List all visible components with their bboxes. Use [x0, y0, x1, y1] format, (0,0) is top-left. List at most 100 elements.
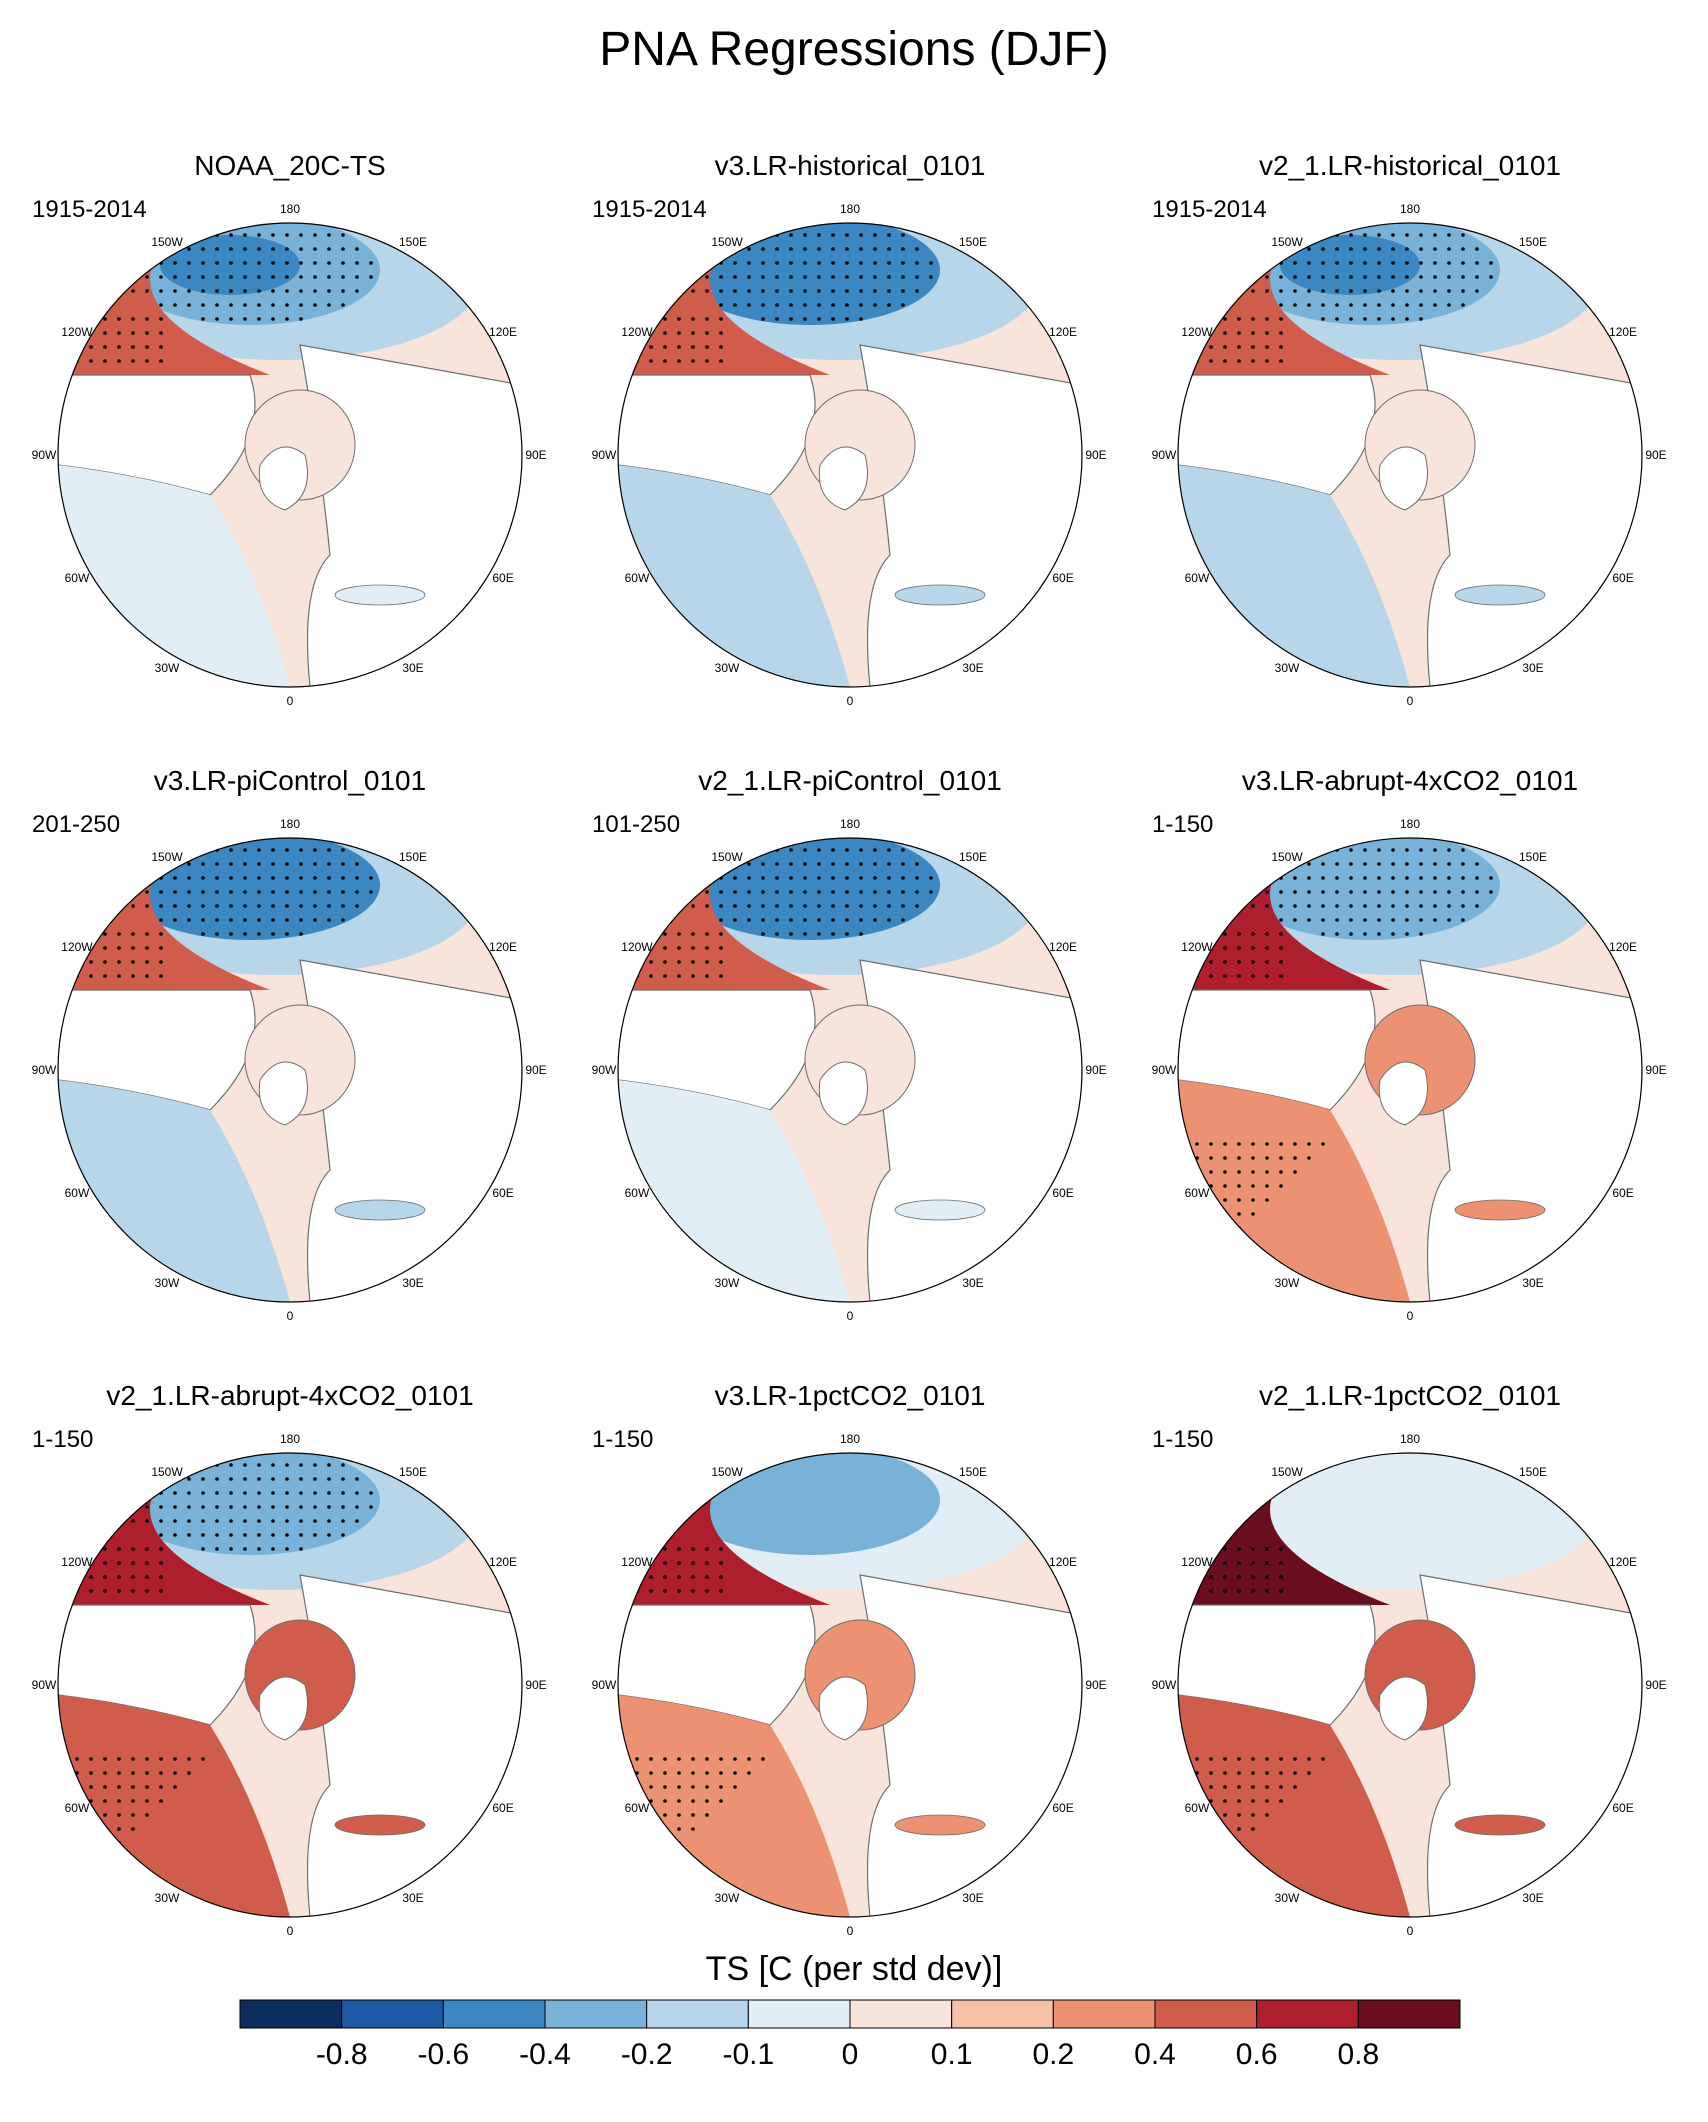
longitude-label: 90W [32, 1063, 57, 1077]
longitude-label: 150E [399, 850, 427, 864]
north-pacific-core [160, 1465, 300, 1525]
longitude-label: 0 [1407, 1309, 1414, 1323]
polar-map: 180 150W 150E 120W 120E 90W 90E 60W 60E 30W 30E 0 [1152, 202, 1667, 708]
colorbar-swatch [951, 1999, 1054, 2029]
longitude-label: 120E [489, 325, 517, 339]
longitude-label: 150W [711, 1465, 743, 1479]
longitude-label: 60W [625, 571, 650, 585]
map-boundary [57, 222, 523, 688]
longitude-label: 90E [1085, 1678, 1106, 1692]
colorbar-swatch [442, 1999, 546, 2029]
longitude-label: 0 [287, 694, 294, 708]
longitude-label: 180 [1400, 817, 1420, 831]
longitude-label: 90E [1645, 448, 1666, 462]
longitude-label: 90E [525, 1063, 546, 1077]
greenland-land [258, 1676, 308, 1741]
mediterranean [894, 1814, 986, 1836]
panel-years: 1915-2014 [1152, 196, 1267, 223]
longitude-label: 90W [32, 1678, 57, 1692]
longitude-label: 120W [1181, 1555, 1213, 1569]
longitude-label: 120W [61, 325, 93, 339]
panel-years: 201-250 [32, 811, 121, 838]
longitude-label: 30W [715, 1276, 740, 1290]
longitude-label: 0 [847, 1924, 854, 1938]
mediterranean [1454, 584, 1546, 606]
north-pacific-core [1280, 235, 1420, 295]
mediterranean [334, 1199, 426, 1221]
longitude-label: 30W [715, 1891, 740, 1905]
north-pacific-core [720, 1465, 860, 1525]
colorbar-title: TS [C (per std dev)] [705, 1950, 1003, 1988]
colorbar-swatch [747, 1999, 851, 2029]
longitude-label: 90E [1645, 1063, 1666, 1077]
polar-map: 180 150W 150E 120W 120E 90W 90E 60W 60E 30W 30E 0 [1152, 817, 1667, 1323]
longitude-label: 150W [1271, 850, 1303, 864]
longitude-label: 150E [399, 235, 427, 249]
longitude-label: 30W [715, 661, 740, 675]
longitude-label: 90E [525, 1678, 546, 1692]
map-boundary [1177, 837, 1643, 1303]
longitude-label: 120E [1049, 1555, 1077, 1569]
colorbar-tick-label: 0.8 [1337, 2038, 1379, 2071]
longitude-label: 120E [489, 940, 517, 954]
longitude-label: 180 [280, 1432, 300, 1446]
eurasia-land [859, 959, 1082, 1302]
greenland-land [1378, 446, 1428, 511]
panel-title: v3.LR-1pctCO2_0101 [714, 1380, 986, 1411]
map-panel: NOAA_20C-TS 1915-2014 180 150W 150E 120W 120E 9… [30, 150, 550, 720]
longitude-label: 0 [1407, 694, 1414, 708]
map-panel: v3.LR-historical_0101 1915-2014 180 150W 150… [590, 150, 1110, 720]
colorbar-tick-label: -0.8 [316, 2038, 368, 2071]
longitude-label: 30E [402, 661, 423, 675]
longitude-label: 150E [959, 850, 987, 864]
longitude-label: 180 [840, 817, 860, 831]
map-boundary [617, 1452, 1083, 1918]
longitude-label: 120W [1181, 940, 1213, 954]
colorbar-swatch [1052, 1999, 1156, 2029]
eurasia-land [1419, 1574, 1642, 1917]
colorbar-swatch [341, 1999, 444, 2029]
mediterranean [894, 1199, 986, 1221]
map-boundary [1177, 222, 1643, 688]
longitude-label: 180 [840, 1432, 860, 1446]
eurasia-land [1419, 344, 1642, 687]
north-pacific-core [720, 235, 860, 295]
longitude-label: 120E [489, 1555, 517, 1569]
longitude-label: 30E [962, 661, 983, 675]
longitude-label: 150W [151, 235, 183, 249]
longitude-label: 30E [402, 1276, 423, 1290]
longitude-label: 30E [1522, 661, 1543, 675]
panel-title: v2_1.LR-piControl_0101 [698, 765, 1002, 796]
map-panel: v2_1.LR-1pctCO2_0101 1-150 180 150W 150E 120W… [1150, 1380, 1670, 1950]
longitude-label: 150E [959, 235, 987, 249]
mediterranean [1454, 1814, 1546, 1836]
longitude-label: 30E [1522, 1891, 1543, 1905]
north-pacific-core [1280, 1465, 1420, 1525]
eurasia-land [299, 1574, 522, 1917]
longitude-label: 180 [280, 202, 300, 216]
panel-years: 1-150 [32, 1426, 94, 1453]
colorbar-tick-label: -0.6 [417, 2038, 469, 2071]
colorbar-swatch [544, 1999, 648, 2029]
longitude-label: 60E [1052, 571, 1073, 585]
colorbar-swatch [1256, 1999, 1359, 2029]
polar-map: 180 150W 150E 120W 120E 90W 90E 60W 60E 30W 30E 0 [1152, 1432, 1667, 1938]
panel-title: NOAA_20C-TS [194, 150, 386, 181]
longitude-label: 120E [1049, 325, 1077, 339]
eurasia-land [859, 1574, 1082, 1917]
longitude-label: 30W [155, 1891, 180, 1905]
longitude-label: 0 [847, 694, 854, 708]
longitude-label: 150E [1519, 235, 1547, 249]
longitude-label: 60E [492, 571, 513, 585]
colorbar-swatch [1154, 1999, 1258, 2029]
panel-years: 1-150 [592, 1426, 654, 1453]
stippling [635, 848, 933, 978]
longitude-label: 0 [287, 1924, 294, 1938]
colorbar-tick-label: 0.1 [931, 2038, 973, 2071]
longitude-label: 0 [287, 1309, 294, 1323]
longitude-label: 60W [1185, 1801, 1210, 1815]
longitude-label: 60W [625, 1801, 650, 1815]
colorbar-swatch [1357, 1999, 1461, 2029]
longitude-label: 120W [61, 1555, 93, 1569]
longitude-label: 150E [1519, 1465, 1547, 1479]
